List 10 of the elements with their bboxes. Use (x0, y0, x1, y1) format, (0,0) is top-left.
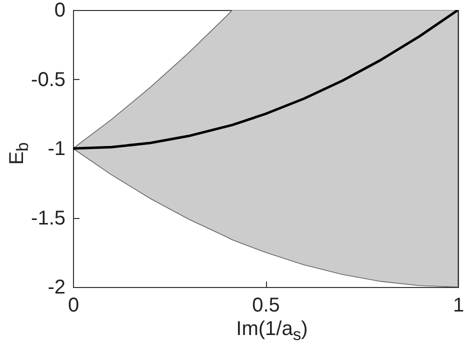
y-tick-label: 0 (54, 0, 66, 22)
y-tick-label: -1 (48, 138, 66, 160)
line-series (73, 10, 458, 150)
x-tick-label: 0.5 (252, 294, 280, 316)
x-tick-label: 1 (452, 294, 464, 316)
x-axis-title: Im(1/a$_{s}$) (235, 318, 309, 345)
x-tick-label: 0 (68, 294, 80, 316)
y-tick-label: -0.5 (31, 68, 66, 91)
y-tick-label: -1.5 (31, 207, 66, 230)
y-tick-label: -2 (48, 276, 66, 298)
